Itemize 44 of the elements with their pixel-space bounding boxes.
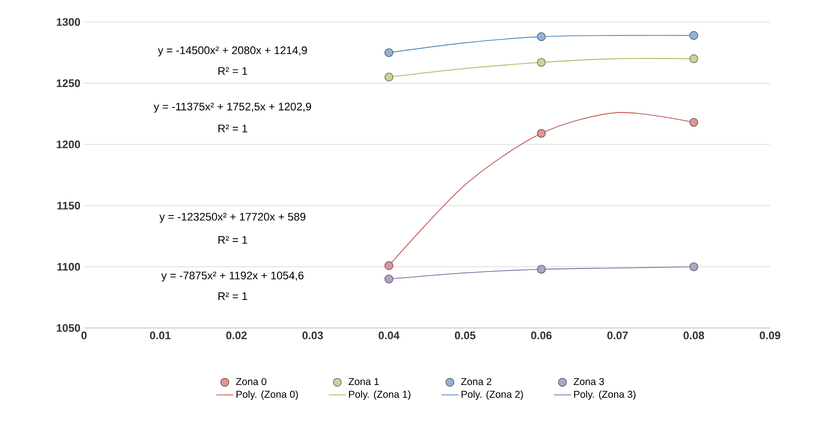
legend-label: Poly. (Zona 3) [574, 390, 636, 400]
y-tick-label: 1200 [56, 140, 80, 148]
point [384, 72, 394, 82]
y-tick-label: 1250 [56, 79, 80, 88]
point [536, 32, 546, 42]
x-tick-label: 0.05 [454, 332, 476, 340]
x-tick-label: 0.06 [531, 332, 552, 340]
annotation: y = -7875x² + 1192x + 1054,6 [161, 272, 304, 282]
point [689, 54, 698, 64]
point [689, 31, 698, 40]
legend-label: Zona 1 [348, 378, 379, 386]
point [689, 262, 698, 272]
legend-label: Zona 3 [574, 378, 604, 386]
point [536, 128, 546, 138]
y-tick-label: 1300 [56, 18, 80, 26]
annotation: R² = 1 [218, 236, 248, 244]
y-tick-label: 1100 [57, 262, 80, 271]
y-tick-label: 1150 [57, 202, 80, 210]
annotation: R² = 1 [218, 124, 248, 132]
y-tick-label: 1050 [56, 324, 80, 332]
x-tick-label: 0.08 [684, 332, 704, 340]
legend-label: Zona 0 [236, 378, 266, 386]
x-tick-label: 0.03 [302, 332, 323, 340]
legend-label: Zona 2 [461, 378, 492, 386]
x-tick-label: 0.04 [378, 332, 400, 340]
point [384, 48, 394, 57]
point [536, 264, 546, 274]
x-tick-label: 0.02 [226, 332, 247, 340]
legend-label: Poly. (Zona 1) [349, 390, 410, 400]
x-tick-label: 0 [81, 332, 87, 340]
x-tick-label: 0.09 [760, 332, 780, 340]
point [536, 58, 546, 67]
point [689, 118, 698, 127]
legend-label: Poly. (Zona 2) [462, 390, 523, 400]
point [384, 274, 394, 284]
annotation: y = -14500x² + 2080x + 1214,9 [158, 46, 307, 56]
annotation: y = -123250x² + 17720x + 589 [159, 212, 306, 223]
annotation: y = -11375x² + 1752,5x + 1202,9 [154, 102, 312, 113]
point [384, 261, 394, 270]
x-tick-label: 0.07 [607, 332, 628, 340]
legend-label: Poly. (Zona 0) [236, 390, 298, 400]
annotation: R² = 1 [218, 292, 248, 300]
annotation: R² = 1 [218, 67, 248, 75]
x-tick-label: 0.01 [150, 332, 171, 340]
